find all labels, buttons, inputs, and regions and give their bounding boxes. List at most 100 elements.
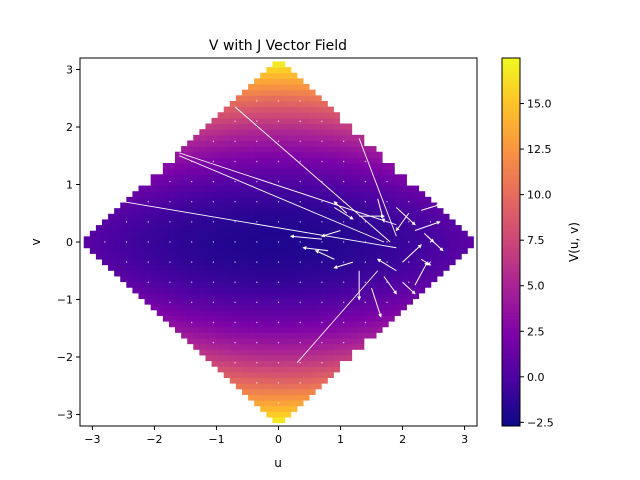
heatmap-cell [248, 360, 255, 367]
heatmap-cell [223, 106, 231, 113]
heatmap-cell [339, 354, 347, 362]
heatmap-cell [278, 236, 286, 243]
vector-dot [364, 321, 367, 324]
heatmap-cell [290, 185, 298, 192]
heatmap-cell [217, 174, 225, 181]
heatmap-cell [254, 270, 261, 277]
heatmap-cell [168, 287, 176, 294]
heatmap-cell [187, 213, 194, 221]
heatmap-cell [235, 179, 243, 187]
heatmap-cell [266, 242, 274, 249]
heatmap-cell [241, 225, 249, 232]
heatmap-cell [229, 377, 237, 384]
heatmap-cell [248, 343, 255, 350]
heatmap-cell [351, 134, 359, 142]
heatmap-cell [266, 349, 274, 356]
heatmap-cell [327, 112, 334, 119]
heatmap-cell [138, 219, 146, 226]
heatmap-cell [223, 304, 231, 311]
heatmap-cell [138, 242, 146, 249]
heatmap-cell [272, 230, 280, 237]
vector-dot [190, 180, 193, 183]
heatmap-cell [321, 196, 328, 204]
heatmap-cell [321, 326, 328, 333]
vector-dot [125, 221, 128, 223]
heatmap-cell [223, 320, 231, 328]
heatmap-cell [278, 151, 286, 158]
heatmap-cell [248, 326, 255, 333]
heatmap-cell [296, 230, 304, 237]
heatmap-cell [260, 140, 267, 147]
vector-arrow [376, 258, 397, 272]
heatmap-cell [357, 343, 365, 350]
heatmap-cell [278, 219, 286, 226]
heatmap-cell [229, 349, 237, 356]
heatmap-cell [156, 247, 164, 254]
heatmap-cell [400, 298, 407, 305]
heatmap-cell [272, 399, 280, 407]
heatmap-cell [394, 292, 401, 300]
heatmap-cell [175, 196, 182, 204]
vector-dot [190, 201, 193, 203]
heatmap-cell [290, 349, 298, 356]
heatmap-cell [120, 242, 127, 249]
vector-dot [408, 221, 410, 223]
heatmap-cell [223, 123, 231, 130]
heatmap-cell [315, 332, 322, 339]
heatmap-cell [101, 247, 109, 254]
heatmap-cell [278, 129, 286, 136]
heatmap-cell [193, 275, 200, 283]
heatmap-cell [211, 292, 219, 300]
heatmap-cell [254, 394, 261, 401]
vector-arrow [333, 201, 348, 214]
heatmap-cell [339, 191, 347, 198]
heatmap-cell [290, 366, 298, 373]
heatmap-cell [101, 242, 109, 249]
heatmap-cell [114, 230, 121, 237]
heatmap-cell [302, 371, 310, 379]
heatmap-cell [211, 275, 219, 283]
heatmap-cell [120, 270, 127, 277]
heatmap-cell [150, 202, 158, 209]
heatmap-cell [229, 168, 237, 175]
heatmap-cell [241, 320, 249, 328]
heatmap-cell [95, 236, 103, 243]
heatmap-cell [101, 236, 109, 243]
heatmap-cell [400, 208, 407, 215]
heatmap-cell [321, 264, 328, 271]
heatmap-cell [296, 253, 304, 260]
heatmap-cell [369, 168, 377, 175]
heatmap-cell [315, 275, 322, 283]
heatmap-cell [211, 281, 219, 288]
heatmap-cell [388, 304, 395, 311]
heatmap-cell [284, 106, 292, 113]
heatmap-cell [296, 287, 304, 294]
heatmap-cell [266, 366, 274, 373]
heatmap-cell [162, 247, 170, 254]
heatmap-cell [175, 185, 182, 192]
colorbar-band [502, 189, 520, 194]
heatmap-cell [272, 405, 280, 412]
heatmap-cell [217, 236, 225, 243]
heatmap-cell [272, 179, 280, 187]
heatmap-cell [381, 320, 389, 328]
heatmap-cell [284, 270, 292, 277]
heatmap-cell [266, 337, 274, 345]
heatmap-cell [132, 225, 140, 232]
heatmap-cell [241, 134, 249, 142]
colorbar-band [502, 275, 520, 280]
vector-dot [321, 221, 323, 223]
heatmap-cell [375, 208, 383, 215]
heatmap-cell [260, 219, 267, 226]
heatmap-cell [248, 281, 255, 288]
heatmap-cell [187, 146, 194, 153]
heatmap-cell [357, 326, 365, 333]
heatmap-cell [442, 253, 450, 260]
heatmap-cell [345, 225, 353, 232]
heatmap-cell [400, 292, 407, 300]
heatmap-cell [187, 258, 194, 266]
heatmap-cell [162, 196, 170, 204]
heatmap-cell [284, 202, 292, 209]
heatmap-cell [381, 281, 389, 288]
heatmap-cell [345, 191, 353, 198]
